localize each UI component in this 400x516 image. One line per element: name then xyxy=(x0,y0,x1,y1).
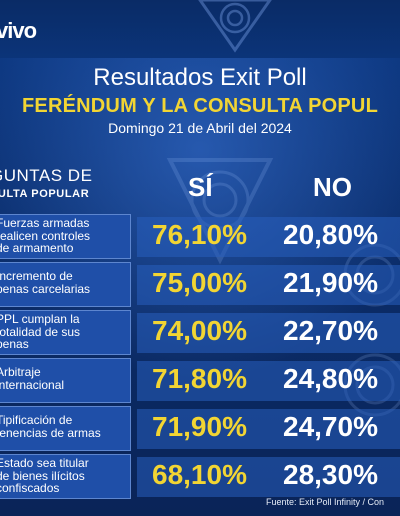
question-text: PPL cumplan la totalidad de sus penas xyxy=(0,312,81,351)
table-row: PPL cumplan la totalidad de sus penas 74… xyxy=(0,310,400,355)
question-text: Incremento de penas carcelarias xyxy=(0,269,91,296)
no-value: 24,80% xyxy=(283,363,378,394)
question-box xyxy=(0,310,131,355)
si-value: 75,00% xyxy=(152,267,247,298)
brand-logo-text: vivo xyxy=(0,18,37,43)
no-value: 20,80% xyxy=(283,219,378,250)
question-box xyxy=(0,262,131,307)
question-header-line1: GUNTAS DE xyxy=(0,166,93,185)
si-value: 76,10% xyxy=(152,219,247,250)
si-value: 74,00% xyxy=(152,315,247,346)
si-value: 71,80% xyxy=(152,363,247,394)
question-box xyxy=(0,454,131,499)
table-row: Arbitraje internacional 71,80% 24,80% xyxy=(0,358,400,403)
table-row: Tipificación de tenencias de armas 71,90… xyxy=(0,406,400,451)
question-box xyxy=(0,214,131,259)
si-value: 68,10% xyxy=(152,459,247,490)
brand-logo: vivo xyxy=(0,18,37,44)
page-title: Resultados Exit Poll xyxy=(93,64,307,91)
row-band xyxy=(137,265,400,305)
question-box xyxy=(0,358,131,403)
si-value: 71,90% xyxy=(152,411,247,442)
row-band xyxy=(137,361,400,401)
no-column-header: NO xyxy=(313,172,352,202)
question-text: Arbitraje internacional xyxy=(0,365,65,392)
no-value: 28,30% xyxy=(283,459,378,490)
emblem-icon xyxy=(198,0,272,53)
top-bar: vivo xyxy=(0,0,400,58)
row-band xyxy=(137,457,400,497)
row-band xyxy=(137,313,400,353)
question-header-line2: SULTA POPULAR xyxy=(0,188,90,200)
row-band xyxy=(137,409,400,449)
no-value: 22,70% xyxy=(283,315,378,346)
table-row: Fuerzas armadas realicen controles de ar… xyxy=(0,214,400,259)
question-column-header: GUNTAS DE SULTA POPULAR xyxy=(0,166,92,202)
no-value: 24,70% xyxy=(283,411,378,442)
question-text: Fuerzas armadas realicen controles de ar… xyxy=(0,216,91,255)
no-value: 21,90% xyxy=(283,267,378,298)
page-subtitle: FERÉNDUM Y LA CONSULTA POPUL xyxy=(22,95,378,117)
row-band xyxy=(137,217,400,257)
source-footer: Fuente: Exit Poll Infinity / Con xyxy=(266,497,385,507)
si-column-header: SÍ xyxy=(188,172,213,202)
question-box xyxy=(0,406,131,451)
question-text: Estado sea titular de bienes ilícitos co… xyxy=(0,456,89,495)
question-text: Tipificación de tenencias de armas xyxy=(0,413,101,440)
page-date: Domingo 21 de Abril del 2024 xyxy=(108,120,292,136)
table-row: Incremento de penas carcelarias 75,00% 2… xyxy=(0,262,400,307)
table-row: Estado sea titular de bienes ilícitos co… xyxy=(0,454,400,499)
